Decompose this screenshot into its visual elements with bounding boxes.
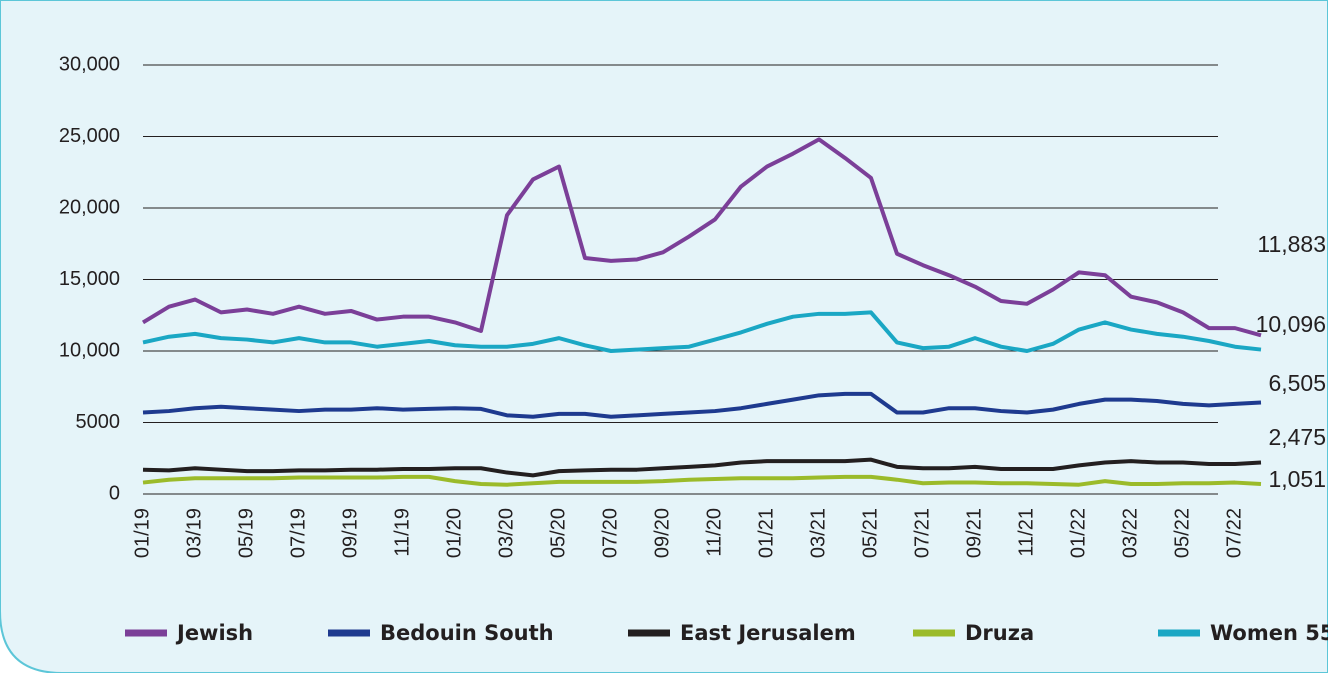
end-label: 6,505 <box>1268 370 1326 396</box>
y-tick-label: 10,000 <box>59 339 120 361</box>
legend-label: Druza <box>965 621 1034 645</box>
x-tick-label: 11/20 <box>703 508 725 557</box>
y-tick-label: 0 <box>109 482 120 504</box>
x-tick-label: 07/21 <box>911 508 933 558</box>
x-tick-label: 07/19 <box>287 508 309 558</box>
x-tick-label: 03/21 <box>807 508 829 558</box>
y-tick-label: 20,000 <box>59 196 120 218</box>
x-tick-label: 05/19 <box>235 508 257 558</box>
x-tick-label: 03/19 <box>183 508 205 558</box>
x-tick-label: 03/20 <box>495 508 517 558</box>
x-tick-label: 01/22 <box>1067 508 1089 558</box>
x-tick-label: 09/21 <box>963 508 985 558</box>
legend-label: Jewish <box>175 621 253 645</box>
x-tick-label: 11/21 <box>1015 508 1037 557</box>
x-tick-label: 05/22 <box>1171 508 1193 558</box>
y-tick-label: 5000 <box>76 411 121 433</box>
end-label: 10,096 <box>1256 311 1326 337</box>
legend-label: Women 550 <box>1210 621 1328 645</box>
legend-label: Bedouin South <box>380 621 554 645</box>
x-tick-label: 01/20 <box>443 508 465 558</box>
x-tick-label: 11/19 <box>391 508 413 557</box>
x-tick-label: 05/21 <box>859 508 881 558</box>
x-tick-label: 07/20 <box>599 508 621 558</box>
series-line <box>141 137 1262 338</box>
x-tick-label: 05/20 <box>547 508 569 558</box>
end-label: 1,051 <box>1268 466 1326 492</box>
legend-label: East Jerusalem <box>680 621 856 645</box>
x-tick-label: 09/20 <box>651 508 673 558</box>
y-tick-label: 30,000 <box>59 53 120 75</box>
x-tick-label: 03/22 <box>1119 508 1141 558</box>
x-tick-label: 01/19 <box>131 508 153 558</box>
series-line <box>142 474 1262 487</box>
x-tick-label: 07/22 <box>1223 508 1245 558</box>
series-line <box>142 391 1262 419</box>
x-tick-label: 01/21 <box>755 508 777 558</box>
series-line <box>142 457 1262 478</box>
end-label: 11,883 <box>1257 231 1326 257</box>
x-tick-label: 09/19 <box>339 508 361 558</box>
end-label: 2,475 <box>1268 424 1326 450</box>
y-tick-label: 25,000 <box>59 125 120 147</box>
series-line <box>142 310 1262 353</box>
y-tick-label: 15,000 <box>59 268 120 290</box>
